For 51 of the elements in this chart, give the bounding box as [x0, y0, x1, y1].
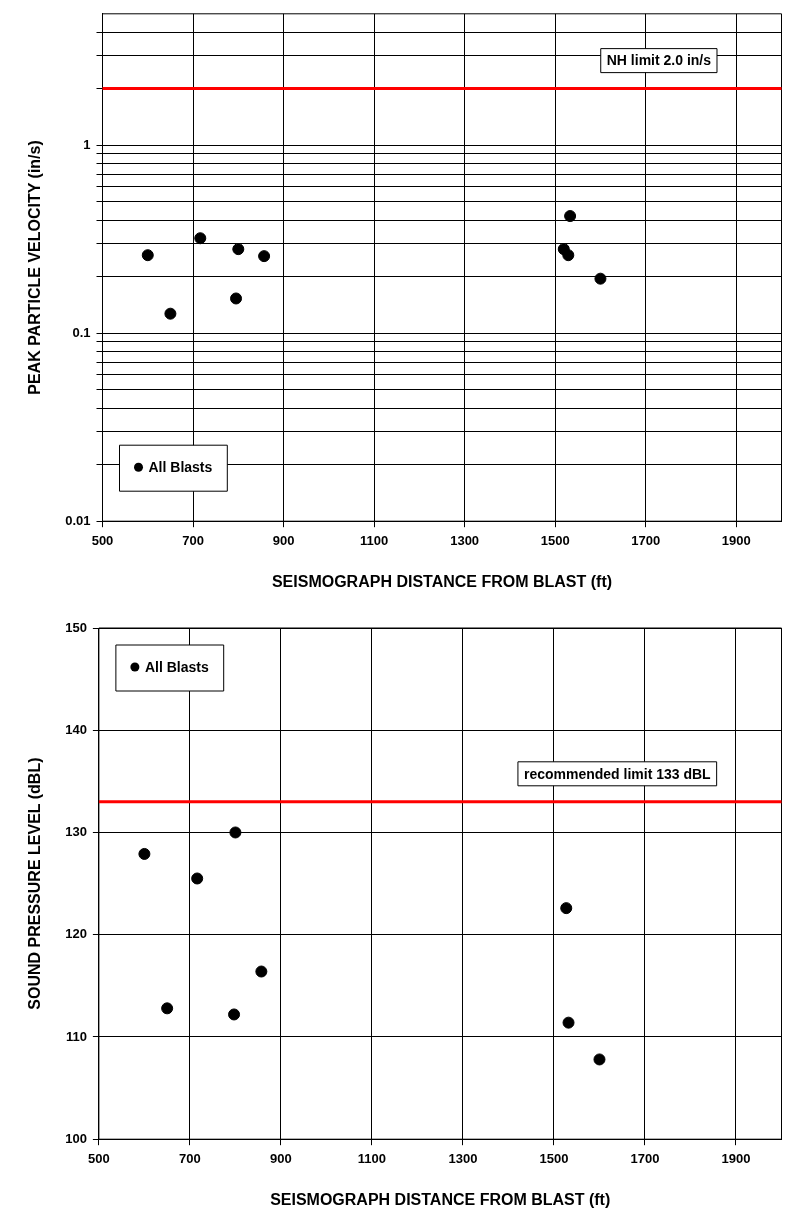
point	[161, 1002, 174, 1015]
point	[138, 847, 151, 860]
x-axis-title: SEISMOGRAPH DISTANCE FROM BLAST (ft)	[271, 572, 613, 590]
point	[562, 1016, 575, 1029]
point	[164, 307, 177, 320]
y-tick-label: 1	[83, 136, 91, 152]
x-tick-label: 700	[182, 532, 204, 548]
x-tick-label: 1900	[721, 532, 751, 548]
point	[232, 243, 245, 256]
x-tick-label: 700	[179, 1150, 201, 1166]
x-tick-label: 1300	[448, 1150, 478, 1166]
x-tick-label: 1100	[357, 1150, 387, 1166]
x-tick-label: 1900	[721, 1150, 751, 1166]
point	[564, 210, 577, 223]
point	[194, 232, 207, 245]
x-tick-label: 1700	[630, 1150, 660, 1166]
x-tick-label: 1500	[540, 532, 570, 548]
point	[228, 1008, 241, 1021]
y-axis-title: SOUND PRESSURE LEVEL (dBL)	[26, 757, 44, 1010]
x-tick-label: 500	[88, 1150, 110, 1166]
x-tick-label: 1100	[360, 532, 389, 548]
point	[191, 872, 204, 885]
x-tick-label: 900	[272, 532, 295, 548]
point	[560, 902, 573, 915]
ref-line-label: recommended limit 133 dBL	[523, 765, 712, 782]
y-tick-label: 100	[65, 1130, 87, 1146]
point	[593, 1053, 606, 1066]
legend-label: All Blasts	[148, 459, 213, 476]
point	[594, 272, 607, 285]
y-tick-label: 0.1	[72, 324, 91, 340]
y-tick-label: 110	[65, 1028, 87, 1044]
x-tick-label: 1700	[631, 532, 661, 548]
point	[141, 249, 154, 262]
point	[229, 826, 242, 839]
x-tick-label: 1500	[539, 1150, 569, 1166]
point	[562, 249, 575, 262]
x-tick-label: 500	[91, 532, 114, 548]
x-tick-label: 900	[270, 1150, 292, 1166]
y-tick-label: 120	[65, 926, 87, 942]
point	[255, 965, 268, 978]
y-tick-label: 130	[65, 824, 87, 840]
y-tick-label: 150	[65, 619, 87, 635]
point	[258, 250, 271, 263]
point	[230, 292, 243, 305]
y-tick-label: 140	[65, 721, 87, 737]
x-axis-title: SEISMOGRAPH DISTANCE FROM BLAST (ft)	[270, 1190, 611, 1208]
y-tick-label: 0.01	[65, 512, 91, 528]
legend-label: All Blasts	[144, 658, 209, 675]
y-axis-title: PEAK PARTICLE VELOCITY (in/s)	[26, 140, 44, 395]
x-tick-label: 1300	[450, 532, 480, 548]
ref-line-label: NH limit 2.0 in/s	[606, 52, 712, 69]
